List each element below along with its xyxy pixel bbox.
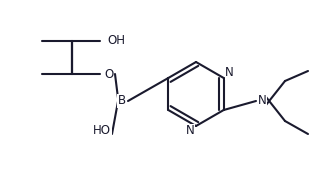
Text: O: O bbox=[104, 67, 114, 81]
Text: HO: HO bbox=[93, 125, 111, 138]
Text: B: B bbox=[118, 94, 126, 108]
Text: N: N bbox=[258, 94, 266, 108]
Text: OH: OH bbox=[107, 35, 125, 47]
Text: N: N bbox=[185, 125, 194, 138]
Text: N: N bbox=[225, 67, 234, 80]
